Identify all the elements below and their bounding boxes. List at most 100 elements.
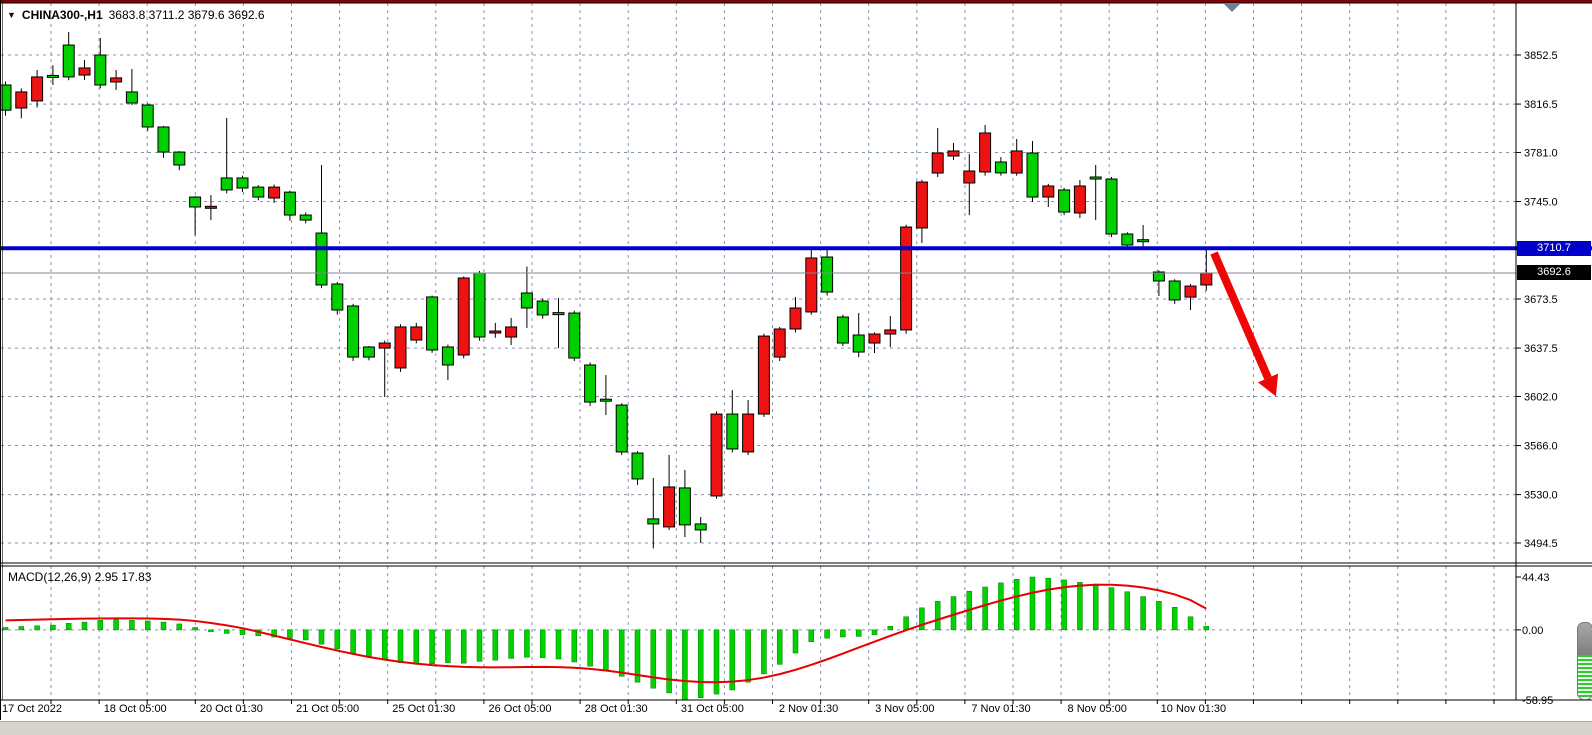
candle-bullish[interactable] [1026, 152, 1039, 198]
candle-bearish[interactable] [1042, 185, 1055, 198]
candle-bullish[interactable] [189, 196, 202, 208]
candle-bullish[interactable] [647, 518, 660, 525]
time-axis-label: 26 Oct 05:00 [489, 703, 552, 715]
candle-bullish[interactable] [584, 364, 597, 403]
candle-bullish[interactable] [1137, 239, 1150, 243]
candle-bullish[interactable] [852, 334, 865, 353]
candle-bullish[interactable] [173, 151, 186, 166]
candle-bullish[interactable] [1089, 176, 1102, 180]
macd-histogram-bar [1077, 582, 1083, 631]
candle-bullish[interactable] [568, 312, 581, 359]
macd-histogram-bar [271, 629, 277, 638]
candle-bearish[interactable] [789, 307, 802, 330]
candle-bearish[interactable] [757, 335, 770, 415]
candle-bearish[interactable] [378, 342, 391, 349]
candle-bullish[interactable] [631, 452, 644, 480]
candle-bullish[interactable] [426, 296, 439, 351]
candle-bearish[interactable] [931, 152, 944, 174]
candle-bullish[interactable] [552, 312, 565, 316]
candle-bearish[interactable] [773, 328, 786, 358]
candle-bullish[interactable] [94, 54, 107, 86]
candle-bullish[interactable] [615, 404, 628, 453]
candle-bullish[interactable] [0, 84, 12, 111]
candle-bearish[interactable] [15, 91, 28, 109]
candle-bearish[interactable] [457, 277, 470, 356]
candle-bullish[interactable] [1058, 189, 1071, 213]
candle-bearish[interactable] [663, 486, 676, 528]
candle-bearish[interactable] [742, 413, 755, 453]
candle-bearish[interactable] [489, 330, 502, 334]
candle-bullish[interactable] [836, 316, 849, 344]
horizontal-line-price-tag[interactable]: 3710.7 [1517, 241, 1591, 256]
candle-bullish[interactable] [362, 346, 375, 358]
candle-bullish[interactable] [347, 305, 360, 358]
candle-bearish[interactable] [884, 329, 897, 335]
trend-arrow-shaft[interactable] [1210, 251, 1272, 380]
trend-arrow-head[interactable] [1257, 373, 1279, 397]
candle-bullish[interactable] [994, 161, 1007, 174]
candle-bearish[interactable] [110, 77, 123, 83]
candle-bullish[interactable] [441, 346, 454, 366]
macd-histogram-bar [587, 629, 593, 667]
candle-bullish[interactable] [236, 177, 249, 189]
macd-histogram-bar [998, 582, 1004, 631]
time-axis-label: 18 Oct 05:00 [104, 703, 167, 715]
candle-bullish[interactable] [726, 413, 739, 450]
candle-bullish[interactable] [46, 74, 59, 78]
time-axis-label: 8 Nov 05:00 [1068, 703, 1127, 715]
macd-histogram-bar [1171, 607, 1178, 631]
time-axis-label: 20 Oct 01:30 [200, 703, 263, 715]
macd-histogram-bar [934, 601, 941, 631]
candle-bullish[interactable] [536, 300, 549, 316]
candle-bearish[interactable] [1073, 185, 1086, 214]
candle-bullish[interactable] [299, 214, 312, 221]
candle-bullish[interactable] [62, 44, 75, 78]
candle-bullish[interactable] [141, 104, 154, 128]
candle-bullish[interactable] [1152, 271, 1165, 282]
candle-bullish[interactable] [678, 487, 691, 526]
candle-bullish[interactable] [473, 272, 486, 338]
candle-bearish[interactable] [1200, 272, 1213, 286]
scrollbar-grip[interactable] [1578, 623, 1592, 655]
candle-bullish[interactable] [520, 292, 533, 309]
candle-bullish[interactable] [331, 283, 344, 311]
candle-bearish[interactable] [900, 226, 913, 331]
candle-bearish[interactable] [979, 132, 992, 173]
macd-histogram-bar [1187, 616, 1194, 631]
candle-bullish[interactable] [599, 398, 612, 402]
candle-bearish[interactable] [268, 186, 281, 199]
candle-bearish[interactable] [31, 76, 44, 102]
candle-bullish[interactable] [125, 91, 138, 104]
candle-bullish[interactable] [821, 256, 834, 293]
candle-bullish[interactable] [283, 191, 296, 216]
candle-bullish[interactable] [220, 177, 233, 191]
candle-bullish[interactable] [694, 523, 707, 531]
candle-bearish[interactable] [78, 67, 91, 76]
candle-bearish[interactable] [1010, 150, 1023, 174]
macd-histogram-bar [855, 629, 862, 637]
candle-bearish[interactable] [868, 333, 881, 344]
candle-bearish[interactable] [394, 326, 407, 369]
price-axis-label: 3566.0 [1524, 441, 1558, 453]
candle-bearish[interactable] [915, 181, 928, 229]
collapse-indicator-icon[interactable]: ▼ [7, 10, 16, 20]
candle-bearish[interactable] [947, 150, 960, 157]
candle-bullish[interactable] [1105, 178, 1118, 235]
candle-bullish[interactable] [315, 232, 328, 286]
candle-bullish[interactable] [1168, 280, 1181, 301]
chart-scrollbar[interactable] [1577, 622, 1592, 700]
candle-bearish[interactable] [505, 326, 518, 338]
price-axis-label: 3602.0 [1524, 391, 1558, 403]
candle-bearish[interactable] [204, 205, 217, 209]
candle-bullish[interactable] [252, 186, 265, 198]
macd-histogram-bar [745, 629, 751, 683]
candle-bearish[interactable] [1184, 285, 1197, 298]
candle-bullish[interactable] [157, 126, 170, 153]
candle-bearish[interactable] [963, 170, 976, 184]
candle-bullish[interactable] [1121, 233, 1134, 246]
candle-bearish[interactable] [410, 326, 423, 341]
period-marker-icon[interactable] [1224, 4, 1240, 12]
candle-bearish[interactable] [805, 257, 818, 313]
candle-bearish[interactable] [710, 413, 723, 497]
